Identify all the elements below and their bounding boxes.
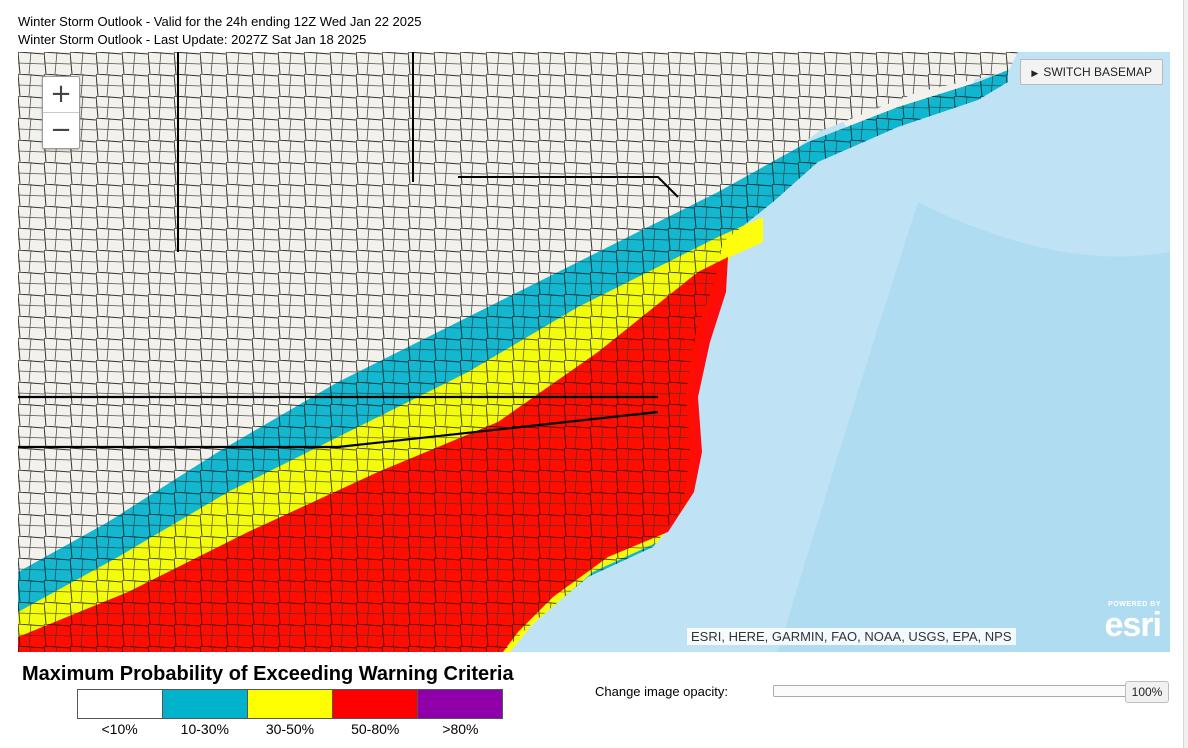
switch-basemap-label: SWITCH BASEMAP [1043, 65, 1152, 79]
page-scrollbar[interactable] [1183, 0, 1188, 748]
switch-basemap-button[interactable]: ▶ SWITCH BASEMAP [1020, 59, 1163, 85]
esri-logo-powered: POWERED BY [1108, 601, 1161, 608]
esri-logo: POWERED BY esri [1089, 601, 1163, 644]
opacity-slider-handle[interactable]: 100% [1125, 681, 1169, 703]
legend-swatch-50-80 [333, 690, 418, 718]
legend-swatch-gt80 [418, 690, 502, 718]
zoom-out-button[interactable]: − [43, 112, 79, 148]
outlook-valid-title: Winter Storm Outlook - Valid for the 24h… [18, 14, 422, 29]
opacity-label: Change image opacity: [595, 684, 728, 699]
triangle-right-icon: ▶ [1031, 68, 1039, 78]
legend-label-50-80: 50-80% [351, 721, 400, 737]
zoom-control: + − [42, 76, 80, 149]
legend-swatch-lt10 [78, 690, 163, 718]
outlook-update-title: Winter Storm Outlook - Last Update: 2027… [18, 32, 367, 47]
legend-labels: <10% 10-30% 30-50% 50-80% >80% [77, 720, 503, 738]
legend-swatch-10-30 [163, 690, 248, 718]
map-attribution: ESRI, HERE, GARMIN, FAO, NOAA, USGS, EPA… [687, 628, 1016, 645]
legend-label-gt80: >80% [442, 721, 479, 737]
legend-label-30-50: 30-50% [265, 721, 315, 737]
legend-swatch-30-50 [248, 690, 333, 718]
legend-label-10-30: 10-30% [180, 721, 229, 737]
map-view[interactable]: + − ▶ SWITCH BASEMAP ESRI, HERE, GARMIN, … [18, 52, 1170, 652]
zoom-in-button[interactable]: + [50, 79, 72, 109]
legend-label-lt10: <10% [101, 721, 138, 737]
basemap-layer [18, 52, 1170, 652]
esri-logo-text: esri [1104, 606, 1163, 644]
legend-title: Maximum Probability of Exceeding Warning… [22, 663, 514, 685]
opacity-slider-track[interactable] [773, 685, 1129, 697]
legend-color-bar [77, 689, 503, 719]
